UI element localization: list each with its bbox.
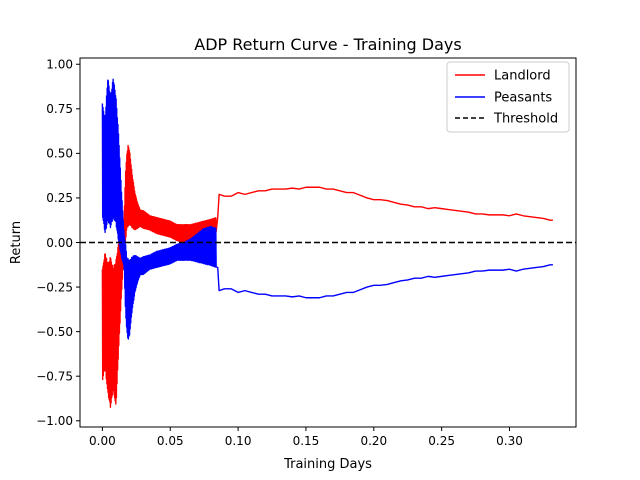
legend-label-landlord: Landlord [494, 69, 551, 84]
chart-title: ADP Return Curve - Training Days [194, 35, 461, 54]
x-axis-ticks: 0.00 0.05 0.10 0.15 0.20 0.25 0.30 [89, 427, 523, 448]
x-axis-label: Training Days [283, 457, 372, 472]
y-tick-label: 1.00 [46, 58, 73, 72]
y-tick-label: 0.00 [46, 236, 73, 250]
x-tick-label: 0.05 [157, 434, 184, 448]
y-axis-ticks: −1.00 −0.75 −0.50 −0.25 0.00 0.25 0.50 0.75 1.00 [36, 58, 80, 428]
y-tick-label: −0.75 [36, 369, 73, 383]
x-tick-label: 0.15 [293, 434, 320, 448]
y-tick-label: −0.25 [36, 280, 73, 294]
plot-series-group [80, 78, 576, 408]
series-line-peasants [101, 78, 553, 340]
y-tick-label: −1.00 [36, 414, 73, 428]
x-tick-label: 0.20 [360, 434, 387, 448]
y-tick-label: 0.75 [46, 102, 73, 116]
legend-label-threshold: Threshold [493, 112, 558, 127]
legend-box [446, 61, 570, 133]
y-tick-label: 0.50 [46, 147, 73, 161]
x-tick-label: 0.30 [496, 434, 523, 448]
y-tick-label: −0.50 [36, 325, 73, 339]
x-tick-label: 0.00 [89, 434, 116, 448]
y-tick-label: 0.25 [46, 191, 73, 205]
legend-label-peasants: Peasants [494, 91, 552, 106]
y-axis-label: Return [9, 221, 24, 264]
plot-data-layer [80, 78, 576, 408]
x-tick-label: 0.25 [428, 434, 455, 448]
x-tick-label: 0.10 [225, 434, 252, 448]
legend: Landlord Peasants Threshold [446, 61, 570, 133]
